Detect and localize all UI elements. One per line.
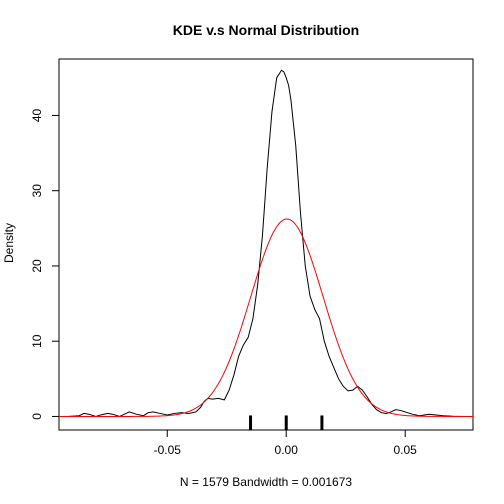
normal-density-line [59, 218, 473, 417]
y-tick-label: 10 [30, 334, 44, 348]
chart-title: KDE v.s Normal Distribution [173, 22, 359, 38]
y-tick-label: 30 [30, 184, 44, 198]
x-tick-label: 0.00 [275, 443, 299, 457]
x-tick-label: 0.05 [394, 443, 418, 457]
x-tick-label: -0.05 [154, 443, 182, 457]
x-axis-label: N = 1579 Bandwidth = 0.001673 [180, 475, 352, 489]
kde-density-line [67, 69, 465, 417]
y-tick-label: 0 [30, 413, 44, 420]
y-axis-label: Density [2, 223, 16, 263]
y-tick-label: 40 [30, 108, 44, 122]
y-tick-label: 20 [30, 259, 44, 273]
chart-marks: -0.05 0.00 0.05 0 10 20 30 40 [30, 69, 473, 457]
plot-frame [58, 58, 474, 431]
